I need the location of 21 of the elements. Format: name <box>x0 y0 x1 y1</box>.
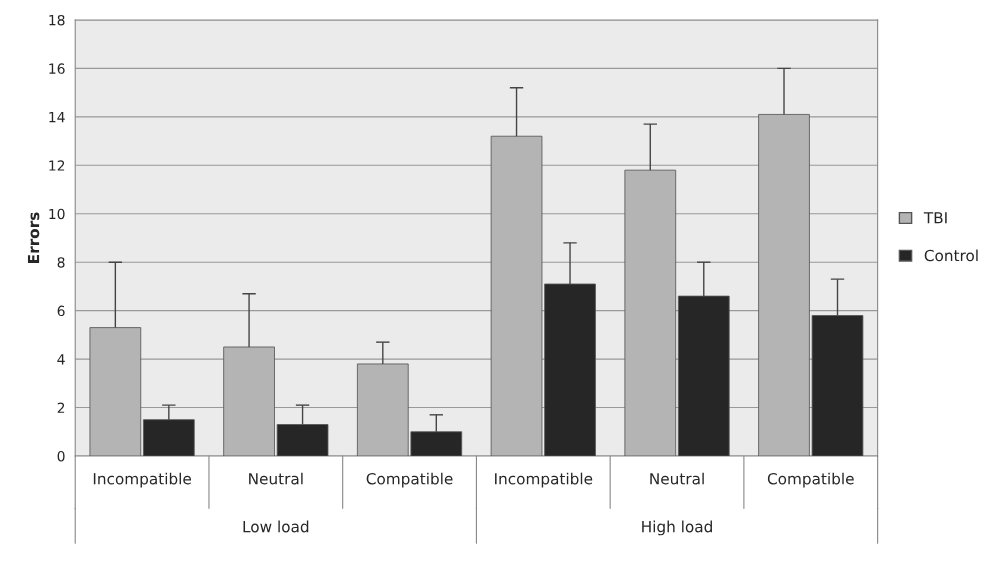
y-axis-title: Errors <box>27 212 40 263</box>
y-tick-label: 18 <box>49 14 65 26</box>
x-tick-label: Incompatible <box>495 472 593 488</box>
y-tick-label: 16 <box>49 63 65 74</box>
legend-label: Control <box>924 249 978 262</box>
y-tick-label: 6 <box>57 305 65 317</box>
x-tick-label: Neutral <box>249 472 303 485</box>
y-tick-label: 12 <box>49 160 65 171</box>
x-tick-label: Compatible <box>767 472 854 488</box>
y-tick-label: 8 <box>57 257 65 268</box>
legend-label: TBI <box>923 212 947 224</box>
text: High load <box>642 520 712 536</box>
y-tick-label: 14 <box>49 112 65 123</box>
x-tick-label: Incompatible <box>93 472 191 488</box>
text: Low load <box>243 520 309 533</box>
y-tick-label: 2 <box>57 402 65 413</box>
y-tick-label: 10 <box>49 208 65 220</box>
y-tick-label: 0 <box>57 450 65 462</box>
y-tick-label: 4 <box>57 354 65 365</box>
x-tick-label: Compatible <box>366 472 453 488</box>
x-tick-label: Neutral <box>650 472 704 485</box>
